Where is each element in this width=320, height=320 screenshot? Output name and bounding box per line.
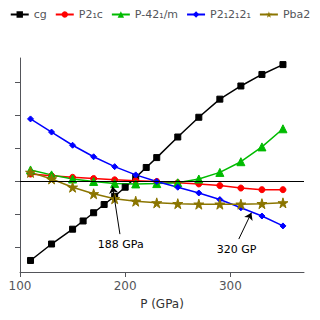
svg-text:P (GPa): P (GPa) — [140, 297, 184, 311]
svg-text:188 GPa: 188 GPa — [98, 238, 144, 251]
svg-text:P-42₁/m: P-42₁/m — [135, 8, 178, 21]
svg-text:320 GP: 320 GP — [217, 243, 257, 256]
svg-text:P2₁2₁2₁: P2₁2₁2₁ — [210, 8, 251, 21]
svg-text:100: 100 — [9, 279, 32, 293]
svg-text:300: 300 — [219, 279, 242, 293]
svg-text:Pba2: Pba2 — [283, 8, 310, 21]
svg-text:200: 200 — [114, 279, 137, 293]
svg-text:cg: cg — [34, 8, 47, 21]
svg-text:P2₁c: P2₁c — [79, 8, 103, 21]
